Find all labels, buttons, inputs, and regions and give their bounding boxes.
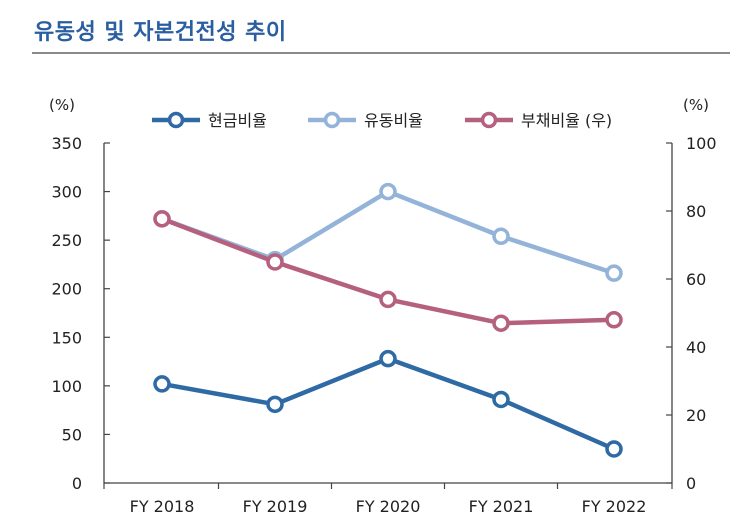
left-axis-tick-label: 50 [62, 425, 82, 444]
legend-marker [323, 111, 341, 129]
x-axis-tick-label: FY 2019 [243, 497, 308, 516]
series-line [159, 189, 617, 276]
right-axis-tick-label: 20 [686, 406, 706, 425]
data-point [266, 395, 284, 414]
series-3 [153, 210, 623, 332]
series-2 [153, 182, 623, 282]
data-point [379, 290, 397, 309]
left-axis-tick-label: 0 [72, 474, 82, 493]
data-point [605, 264, 623, 282]
x-axis-tick-label: FY 2018 [130, 497, 195, 516]
legend-marker [167, 111, 185, 129]
legend-item: 현금비율 [152, 111, 267, 130]
data-point [153, 210, 171, 228]
data-point [605, 311, 623, 329]
right-axis-tick-label: 0 [686, 474, 696, 493]
data-point [379, 182, 397, 201]
right-axis-unit: (%) [683, 96, 709, 114]
left-axis-tick-label: 200 [51, 280, 82, 299]
right-axis-tick-label: 80 [686, 202, 706, 221]
data-point [492, 227, 510, 246]
legend-item: 부채비율 (우) [465, 111, 612, 130]
chart-series [153, 182, 623, 458]
left-axis-tick-label: 350 [51, 134, 82, 153]
chart-axes: 0 50 100 150 200 250 300 350 (%) 0 20 40 60 80 100 (%) F… [49, 96, 717, 516]
legend-label: 부채비율 (우) [521, 111, 612, 130]
title-divider [32, 52, 730, 54]
data-point [153, 375, 171, 393]
right-axis-tick-label: 40 [686, 338, 706, 357]
left-axis-tick-label: 300 [51, 183, 82, 202]
x-axis-tick-label: FY 2022 [582, 497, 647, 516]
left-axis-tick-label: 100 [51, 377, 82, 396]
data-point [605, 440, 623, 458]
data-point [266, 253, 284, 271]
left-axis-tick-label: 150 [51, 328, 82, 347]
left-axis-tick-label: 250 [51, 231, 82, 250]
legend-item: 유동비율 [308, 111, 423, 130]
right-axis-tick-label: 60 [686, 270, 706, 289]
legend-marker [480, 111, 498, 129]
data-point [379, 349, 397, 368]
chart-legend: 현금비율 유동비율 부채비율 (우) [152, 111, 612, 130]
series-line [159, 356, 617, 452]
right-axis-tick-label: 100 [686, 134, 717, 153]
x-axis-tick-label: FY 2021 [469, 497, 534, 516]
data-point [492, 390, 510, 409]
series-1 [153, 349, 623, 458]
legend-label: 유동비율 [364, 111, 423, 130]
page-title: 유동성 및 자본건전성 추이 [34, 20, 287, 45]
legend-label: 현금비율 [208, 111, 267, 130]
left-axis-unit: (%) [49, 96, 75, 114]
data-point [492, 314, 510, 332]
x-axis-tick-label: FY 2020 [356, 497, 421, 516]
